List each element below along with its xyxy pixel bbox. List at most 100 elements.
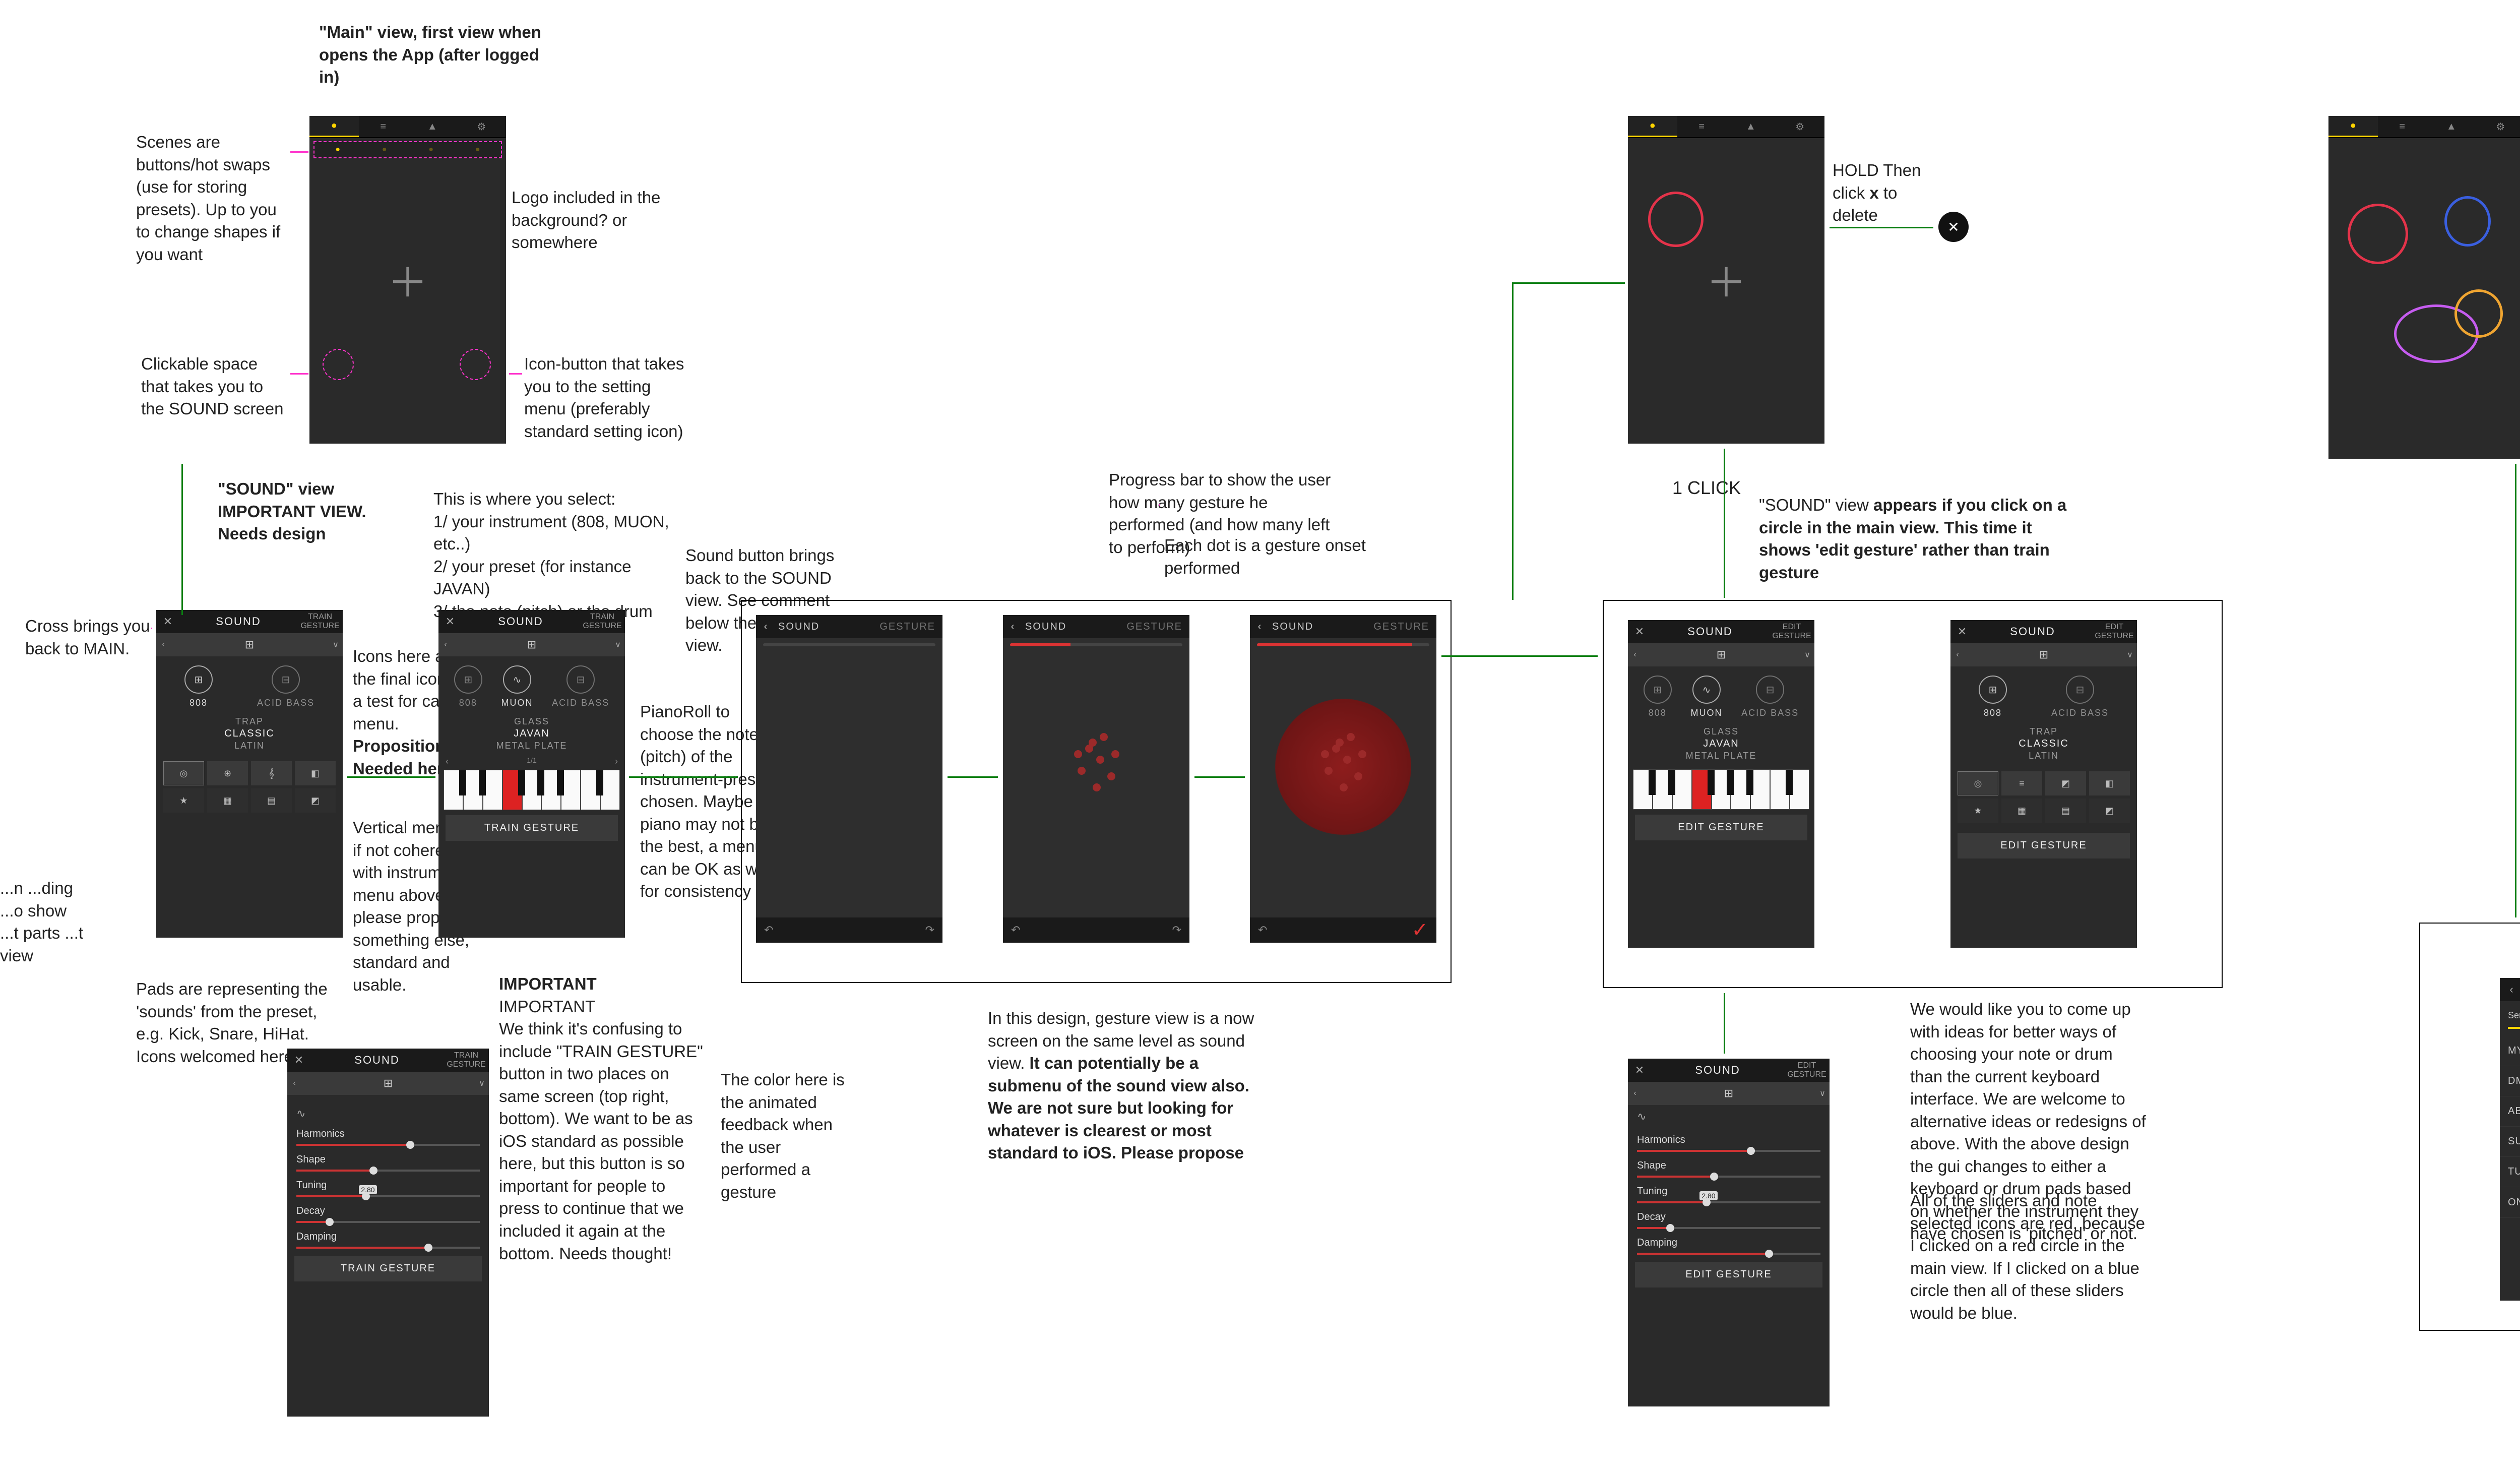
arrow [2515, 464, 2516, 917]
gesture-dot [1093, 783, 1101, 791]
slider-shape[interactable]: Shape [287, 1148, 489, 1174]
gesture-dot [1340, 783, 1348, 791]
screen-main-hold: ●≡▲⚙ ＋ [1628, 116, 1824, 444]
add-gesture-area[interactable]: ＋ [309, 116, 506, 444]
gesture-dot [1358, 750, 1366, 758]
pad: ◎ [163, 761, 204, 785]
settings-item[interactable]: MY RECORDINGS› [2500, 1036, 2520, 1066]
train-gesture-shortcut[interactable]: TRAIN GESTURE [580, 610, 625, 632]
close-icon[interactable]: ✕ [156, 615, 179, 628]
slider-harmonics[interactable]: Harmonics [287, 1122, 489, 1148]
train-gesture-button[interactable]: TRAIN GESTURE [294, 1256, 482, 1281]
gesture-dot [1343, 756, 1351, 764]
screen-main-trained: ●≡▲⚙ [2328, 116, 2520, 459]
settings-item[interactable]: SUPPORT› [2500, 1127, 2520, 1157]
pink-line [290, 151, 308, 153]
edit-gesture-button[interactable]: EDIT GESTURE [1635, 815, 1807, 840]
note-cross: Cross brings you back to MAIN. [25, 615, 151, 660]
delete-icon[interactable]: ✕ [1938, 212, 1969, 242]
screen-sliders: ✕ SOUND TRAIN GESTURE ‹⊞∨ ∿ Harmonics Sh… [287, 1049, 489, 1417]
pad: ★ [163, 788, 204, 813]
back-sound[interactable]: SOUND [776, 621, 857, 633]
gesture-dot [1336, 739, 1344, 747]
sliders-container: Harmonics Shape Tuning 2.80Decay Damping [287, 1122, 489, 1251]
pad: ▦ [207, 788, 248, 813]
screen-sound-edit-b: ✕SOUNDEDIT GESTURE ‹⊞∨ ⊞808 ⊟ACID BASS T… [1950, 620, 2137, 948]
undo-icon[interactable]: ↶ [764, 924, 773, 937]
train-gesture-shortcut[interactable]: TRAIN GESTURE [444, 1049, 489, 1071]
screen-gesture-c: ‹SOUNDGESTURE ↶✓ [1250, 615, 1436, 943]
gesture-dot [1107, 772, 1115, 780]
pink-line [290, 373, 308, 375]
slider-harmonics[interactable]: Harmonics [1628, 1128, 1830, 1154]
pad: ◧ [295, 761, 336, 785]
heading-main: "Main" view, first view when opens the A… [319, 21, 551, 89]
settings-item[interactable]: ONSCREEN HELP [2500, 1187, 2520, 1218]
note-scenes: Scenes are buttons/hot swaps (use for st… [136, 131, 287, 266]
sound-title: SOUND [462, 615, 580, 628]
pad: ◩ [295, 788, 336, 813]
arrow [1441, 655, 1598, 657]
instrument-muon[interactable]: ∿MUON [501, 665, 533, 708]
arrow [1512, 282, 1514, 600]
train-gesture-shortcut[interactable]: TRAIN GESTURE [297, 610, 343, 632]
arrow [181, 464, 183, 615]
gesture-circle[interactable] [2444, 196, 2491, 247]
heading-edit-sound: "SOUND" view appears if you click on a c… [1759, 494, 2071, 584]
arrow [347, 776, 435, 778]
slider-tuning[interactable]: Tuning 2.80 [1628, 1180, 1830, 1205]
instrument-selector-icon[interactable]: ⊞ [170, 638, 329, 651]
heading-sound: "SOUND" view IMPORTANT VIEW. Needs desig… [218, 478, 394, 545]
slider-tuning[interactable]: Tuning 2.80 [287, 1174, 489, 1199]
close-icon[interactable]: ✕ [287, 1054, 310, 1067]
screen-gesture-a: ‹ SOUND GESTURE ↶↷ [756, 615, 942, 943]
gesture-dot [1096, 756, 1104, 764]
note-gesture-submenu: In this design, gesture view is a now sc… [988, 1007, 1255, 1164]
note-left-cut: ...n ...ding ...o show ...t parts ...t v… [0, 877, 86, 967]
sound-title: SOUND [179, 615, 297, 628]
instrument-808[interactable]: ⊞808 [184, 665, 213, 708]
slider-damping[interactable]: Damping [287, 1225, 489, 1251]
settings-item[interactable]: DMX› [2500, 1066, 2520, 1096]
back-icon[interactable]: ‹ [756, 621, 776, 633]
slider-shape[interactable]: Shape [1628, 1154, 1830, 1180]
note-dot: Each dot is a gesture onset performed [1164, 534, 1366, 579]
gesture-circle[interactable] [2348, 204, 2408, 264]
note-important-train: IMPORTANTIMPORTANT We think it's confusi… [499, 973, 711, 1265]
confirm-icon[interactable]: ✓ [1411, 918, 1428, 942]
screen-settings: ‹SETTINGS Sensitivity MY RECORDINGS›DMX›… [2500, 978, 2520, 1301]
gesture-dot [1100, 733, 1108, 741]
close-icon[interactable]: ✕ [438, 615, 462, 628]
edit-gesture-shortcut[interactable]: EDIT GESTURE [1769, 621, 1814, 642]
note-select-list: This is where you select: 1/ your instru… [433, 488, 680, 623]
gesture-dot [1089, 739, 1097, 747]
train-gesture-button[interactable]: TRAIN GESTURE [446, 815, 618, 841]
redo-icon[interactable]: ↷ [925, 924, 934, 937]
screen-sound-b: ✕ SOUND TRAIN GESTURE ‹⊞∨ ⊞808 ∿MUON ⊟AC… [438, 610, 625, 938]
note-hold-delete: HOLD Then click x to delete [1833, 159, 1933, 227]
arrow [1830, 227, 1933, 228]
gesture-dot [1354, 772, 1362, 780]
gesture-dot [1111, 750, 1119, 758]
screen-gesture-b: ‹SOUNDGESTURE ↶↷ [1003, 615, 1189, 943]
gesture-circle-red[interactable] [1648, 192, 1704, 247]
arrow [948, 776, 998, 778]
settings-item[interactable]: ABOUT› [2500, 1096, 2520, 1127]
screen-sound-a: ✕ SOUND TRAIN GESTURE ‹ ⊞ ∨ ⊞808 ⊟ACID B… [156, 610, 343, 938]
gesture-dot [1347, 733, 1355, 741]
piano-roll[interactable] [444, 770, 620, 810]
settings-callout-ring [323, 349, 354, 380]
slider-damping[interactable]: Damping [1628, 1231, 1830, 1257]
gesture-circle[interactable] [2454, 289, 2503, 338]
gesture-dot [1078, 767, 1086, 775]
pink-line [1159, 504, 1160, 506]
gesture-dot [1074, 750, 1082, 758]
drum-pads[interactable]: ◎ ⊕ 𝄞 ◧ ★ ▦ ▤ ◩ [156, 756, 343, 818]
pink-line [509, 373, 522, 375]
slider-decay[interactable]: Decay [287, 1199, 489, 1225]
screen-sound-edit-a: ✕SOUNDEDIT GESTURE ‹⊞∨ ⊞808 ∿MUON ⊟ACID … [1628, 620, 1814, 948]
settings-item[interactable]: TUTORIAL› [2500, 1157, 2520, 1187]
pad: ▤ [251, 788, 292, 813]
slider-decay[interactable]: Decay [1628, 1205, 1830, 1231]
instrument-acid[interactable]: ⊟ACID BASS [257, 665, 314, 708]
